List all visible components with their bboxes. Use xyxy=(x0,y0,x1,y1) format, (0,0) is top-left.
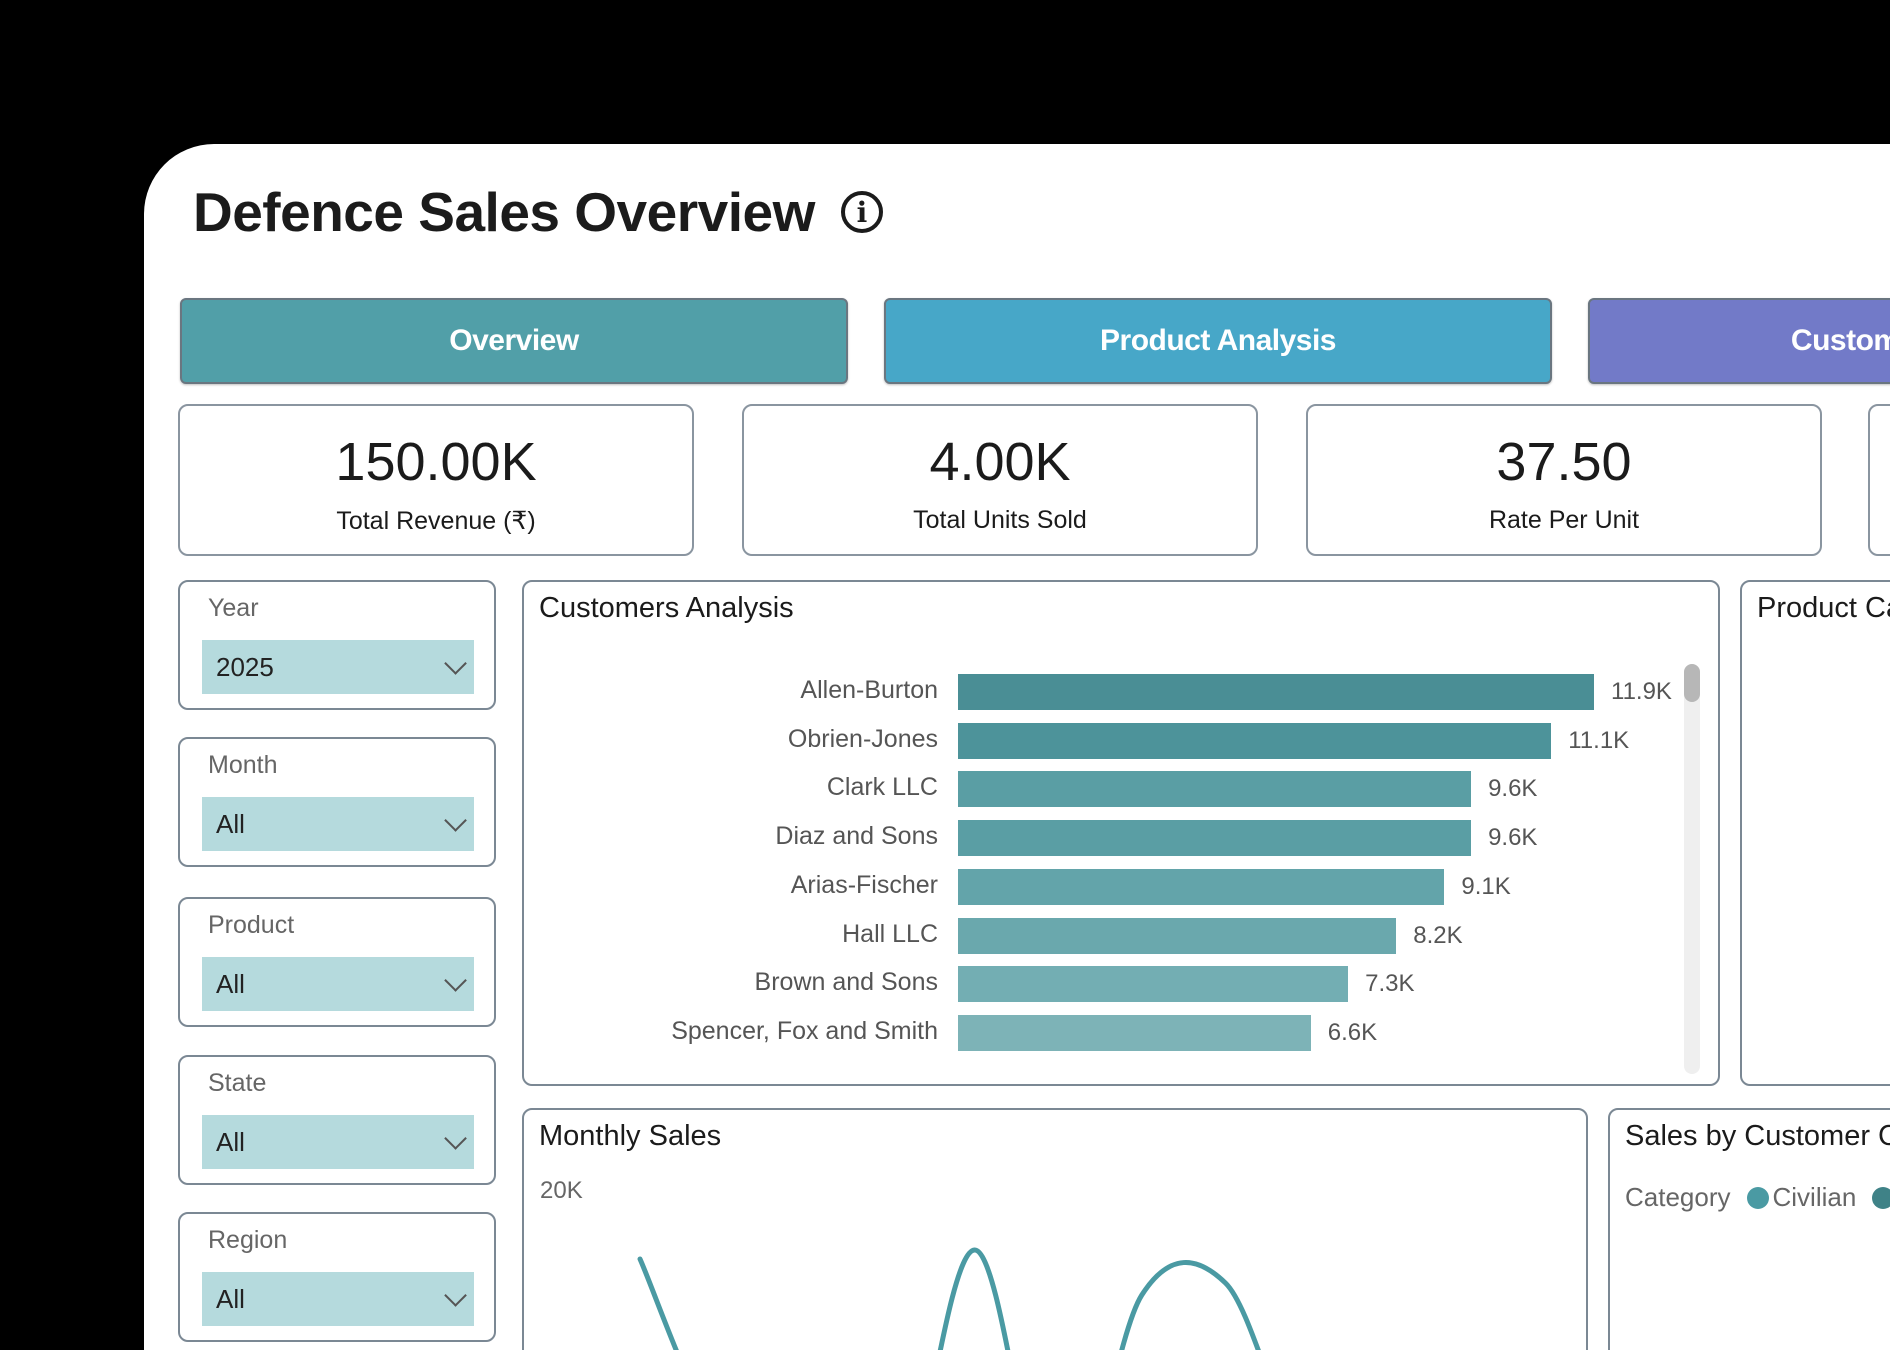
card-title: Monthly Sales xyxy=(539,1120,722,1152)
sales-by-customer-category-card: Sales by Customer Category Category Civi… xyxy=(1608,1108,1890,1350)
year-dropdown[interactable]: 2025 xyxy=(202,640,474,694)
tab-label: Product Analysis xyxy=(1100,324,1336,357)
tab-product-analysis[interactable]: Product Analysis xyxy=(884,298,1552,384)
bar[interactable] xyxy=(958,722,1552,759)
bar-data-label: 7.3K xyxy=(1365,970,1415,998)
filter-product: Product All xyxy=(178,897,496,1027)
bar-category-label: Diaz and Sons xyxy=(775,822,938,851)
chevron-down-icon xyxy=(444,969,467,992)
legend: Category Civilian xyxy=(1625,1182,1890,1213)
dropdown-value: 2025 xyxy=(216,651,274,682)
chevron-down-icon xyxy=(444,1284,467,1307)
report-canvas: Defence Sales Overview i Overview Produc… xyxy=(144,144,1890,1350)
bar-category-label: Hall LLC xyxy=(842,919,938,948)
bar-category-label: Arias-Fischer xyxy=(790,870,938,899)
monthly-sales-card: Monthly Sales 20K10K xyxy=(522,1108,1588,1350)
bar[interactable] xyxy=(958,674,1594,710)
bar-data-label: 11.9K xyxy=(1611,678,1672,705)
filter-label: Month xyxy=(208,751,278,779)
bar-data-label: 6.6K xyxy=(1327,1018,1378,1046)
bar[interactable] xyxy=(958,917,1397,954)
tab-overview[interactable]: Overview xyxy=(180,298,848,384)
kpi-value: 4.00K xyxy=(929,432,1071,492)
header: Defence Sales Overview i xyxy=(193,180,883,244)
bar-data-label: 9.6K xyxy=(1488,824,1538,852)
card-title: Customers Analysis xyxy=(539,592,794,624)
kpi-value: 150.00K xyxy=(335,432,537,492)
legend-dot-partial xyxy=(1872,1186,1890,1209)
product-dropdown[interactable]: All xyxy=(202,957,474,1011)
y-tick-label: 20K xyxy=(540,1177,583,1204)
bar[interactable] xyxy=(958,820,1472,857)
bar-data-label: 9.1K xyxy=(1461,872,1511,900)
info-icon[interactable]: i xyxy=(840,191,883,233)
filter-label: Product xyxy=(208,911,295,939)
chevron-down-icon xyxy=(444,809,467,832)
filter-year: Year 2025 xyxy=(178,580,496,710)
filter-label: Region xyxy=(208,1226,288,1254)
bar-data-label: 8.2K xyxy=(1413,921,1463,949)
monthly-sales-line-chart: 20K10K xyxy=(540,1177,1560,1350)
kpi-label: Total Units Sold xyxy=(913,506,1087,534)
kpi-total-revenue: 150.00K Total Revenue (₹) xyxy=(178,404,694,556)
filter-label: State xyxy=(208,1069,267,1097)
legend-dot-civilian xyxy=(1746,1186,1769,1209)
monthly-sales-line[interactable] xyxy=(637,1247,1560,1350)
kpi-rate-per-unit: 37.50 Rate Per Unit xyxy=(1306,404,1822,556)
bar[interactable] xyxy=(958,771,1472,808)
legend-title: Category xyxy=(1625,1182,1731,1212)
state-dropdown[interactable]: All xyxy=(202,1115,474,1169)
scrollbar-thumb[interactable] xyxy=(1684,664,1700,702)
kpi-total-units-sold: 4.00K Total Units Sold xyxy=(742,404,1258,556)
filter-region: Region All xyxy=(178,1212,496,1342)
kpi-label: Rate Per Unit xyxy=(1488,506,1640,534)
card-title: Product Category xyxy=(1757,592,1890,624)
kpi-card-partial xyxy=(1868,404,1890,556)
page-title: Defence Sales Overview xyxy=(193,181,815,243)
kpi-label: Total Revenue (₹) xyxy=(336,507,536,535)
filter-label: Year xyxy=(208,594,259,622)
bar[interactable] xyxy=(958,868,1445,905)
tab-customer-analysis[interactable]: Customer Analysis xyxy=(1588,298,1890,384)
dropdown-value: All xyxy=(216,1126,245,1157)
bar-category-label: Spencer, Fox and Smith xyxy=(671,1016,938,1045)
bar[interactable] xyxy=(958,966,1349,1003)
card-title: Sales by Customer Category xyxy=(1625,1120,1890,1152)
filter-state: State All xyxy=(178,1055,496,1185)
dropdown-value: All xyxy=(216,808,245,839)
dropdown-value: All xyxy=(216,968,245,999)
kpi-value: 37.50 xyxy=(1496,432,1632,492)
dropdown-value: All xyxy=(216,1283,245,1314)
bar-category-label: Clark LLC xyxy=(826,773,938,802)
tab-label: Customer Analysis xyxy=(1790,324,1890,357)
chevron-down-icon xyxy=(444,1127,467,1150)
bar-category-label: Brown and Sons xyxy=(754,968,938,997)
customers-analysis-card: Customers Analysis Allen-Burton 11.9K Obri… xyxy=(522,580,1720,1086)
chevron-down-icon xyxy=(444,652,467,675)
bar-data-label: 11.1K xyxy=(1568,726,1630,754)
bar-data-label: 9.6K xyxy=(1488,775,1538,803)
bar-category-label: Allen-Burton xyxy=(800,676,938,704)
scrollbar-track[interactable] xyxy=(1684,664,1700,1074)
filter-month: Month All xyxy=(178,737,496,867)
bar[interactable] xyxy=(958,1014,1311,1051)
product-category-card: Product Category xyxy=(1740,580,1890,1086)
legend-label-civilian[interactable]: Civilian xyxy=(1772,1182,1857,1212)
bar-category-label: Obrien-Jones xyxy=(787,724,938,753)
tab-label: Overview xyxy=(449,324,579,357)
region-dropdown[interactable]: All xyxy=(202,1272,474,1326)
month-dropdown[interactable]: All xyxy=(202,797,474,851)
